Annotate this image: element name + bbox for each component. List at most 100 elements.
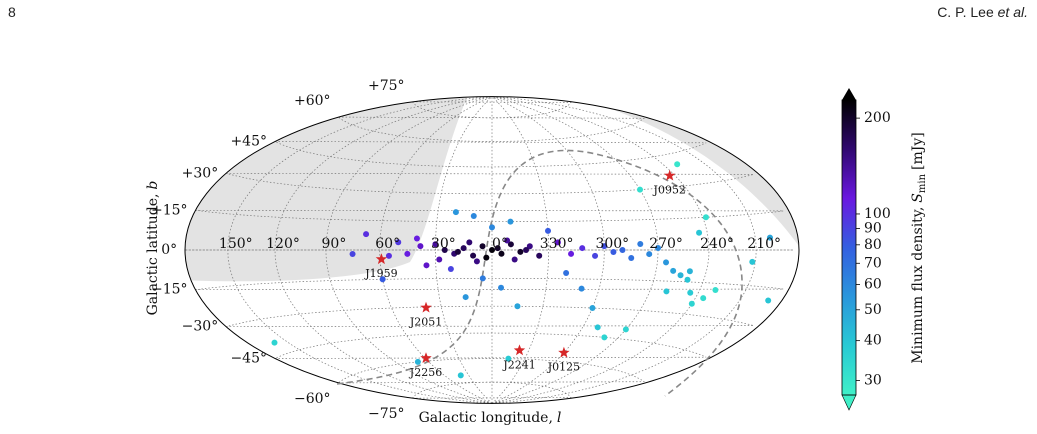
colorbar-extend-min (841, 394, 857, 411)
source (696, 229, 703, 236)
source (601, 243, 608, 250)
colorbar-tick-label: 80 (864, 237, 882, 253)
source (507, 241, 514, 248)
source (628, 254, 635, 261)
source (526, 243, 533, 250)
y-tick-label: +15° (151, 202, 188, 218)
y-axis-label-text: Galactic latitude, (145, 194, 161, 316)
pulsar-marker (420, 352, 432, 363)
colorbar-symbol: S (910, 193, 926, 203)
source (511, 256, 518, 263)
colorbar-tick-label: 90 (864, 221, 882, 237)
source (432, 241, 439, 248)
source (517, 248, 524, 255)
y-tick-label: −30° (182, 319, 219, 335)
y-tick-label: −45° (230, 351, 267, 367)
pulsar-label: J0125 (547, 361, 580, 374)
source (670, 267, 677, 274)
source (536, 252, 543, 259)
y-tick-label: +60° (294, 93, 331, 109)
source (637, 240, 644, 247)
sky-boundary (184, 96, 800, 404)
parallel-grid-line (274, 141, 707, 168)
x-tick-label: 0° (492, 236, 508, 252)
parallel-grid-line (338, 358, 646, 384)
x-tick-label: 30° (431, 236, 456, 252)
colorbar-subscript: min (917, 173, 928, 193)
colorbar-tick-label: 70 (864, 255, 882, 271)
pulsar-marker (375, 253, 388, 265)
masked-sky (185, 96, 799, 282)
colorbar-tick-label: 30 (864, 372, 882, 388)
source (479, 243, 486, 250)
meridian-grid-line (491, 96, 710, 404)
source (592, 252, 599, 259)
source (677, 272, 684, 279)
source (417, 243, 424, 250)
source (507, 218, 514, 225)
source (674, 161, 681, 168)
source (766, 234, 773, 241)
source (554, 239, 561, 246)
source (489, 224, 495, 231)
source (663, 259, 670, 266)
source (457, 372, 464, 379)
sources (271, 161, 773, 379)
source (462, 294, 469, 301)
source (470, 213, 477, 220)
x-axis-symbol: l (557, 410, 561, 426)
source (686, 268, 693, 275)
parallel-grid-line (412, 381, 572, 399)
y-tick-label: +75° (368, 78, 405, 94)
source (700, 295, 707, 302)
source (594, 324, 601, 331)
source (504, 237, 511, 244)
colorbar (842, 100, 856, 395)
source (473, 258, 480, 265)
source (663, 288, 670, 295)
source (514, 303, 521, 310)
x-tick-label: 120° (266, 236, 300, 252)
x-tick-label: 300° (595, 236, 629, 252)
source (687, 289, 694, 296)
source (489, 247, 495, 253)
pulsar-label: J1959 (364, 267, 397, 280)
colorbar-unit: [mJy] (910, 132, 926, 170)
y-tick-label: +45° (230, 134, 267, 150)
source (655, 244, 662, 251)
source (452, 209, 459, 216)
source (494, 245, 501, 252)
source (349, 250, 356, 257)
x-tick-label: 90° (322, 236, 347, 252)
source (413, 235, 420, 242)
parallel-grid-line (274, 332, 707, 359)
source (423, 262, 430, 269)
source (479, 275, 486, 282)
source (498, 250, 505, 257)
source (749, 258, 756, 265)
parallel-grid-line (195, 277, 784, 291)
x-tick-label: 210° (747, 236, 781, 252)
author-suffix: et al. (997, 4, 1028, 20)
page-number: 8 (8, 4, 16, 20)
source (483, 254, 490, 261)
y-axis-label: Galactic latitude, b (145, 181, 161, 316)
source (563, 270, 570, 277)
source (619, 247, 626, 253)
x-tick-label: 270° (649, 236, 683, 252)
source (646, 251, 653, 258)
source (544, 227, 551, 234)
running-head: C. P. Lee et al. (937, 4, 1028, 20)
source (498, 284, 505, 291)
source (601, 334, 608, 341)
y-tick-label: 0° (161, 242, 177, 258)
pulsar-marker (558, 346, 570, 358)
source (436, 256, 443, 263)
colorbar-frame (841, 99, 857, 396)
pulsar-marker (513, 344, 526, 356)
y-tick-label: +30° (182, 165, 219, 181)
source (610, 248, 617, 255)
source (578, 285, 585, 292)
source (414, 358, 421, 365)
source (712, 287, 719, 294)
